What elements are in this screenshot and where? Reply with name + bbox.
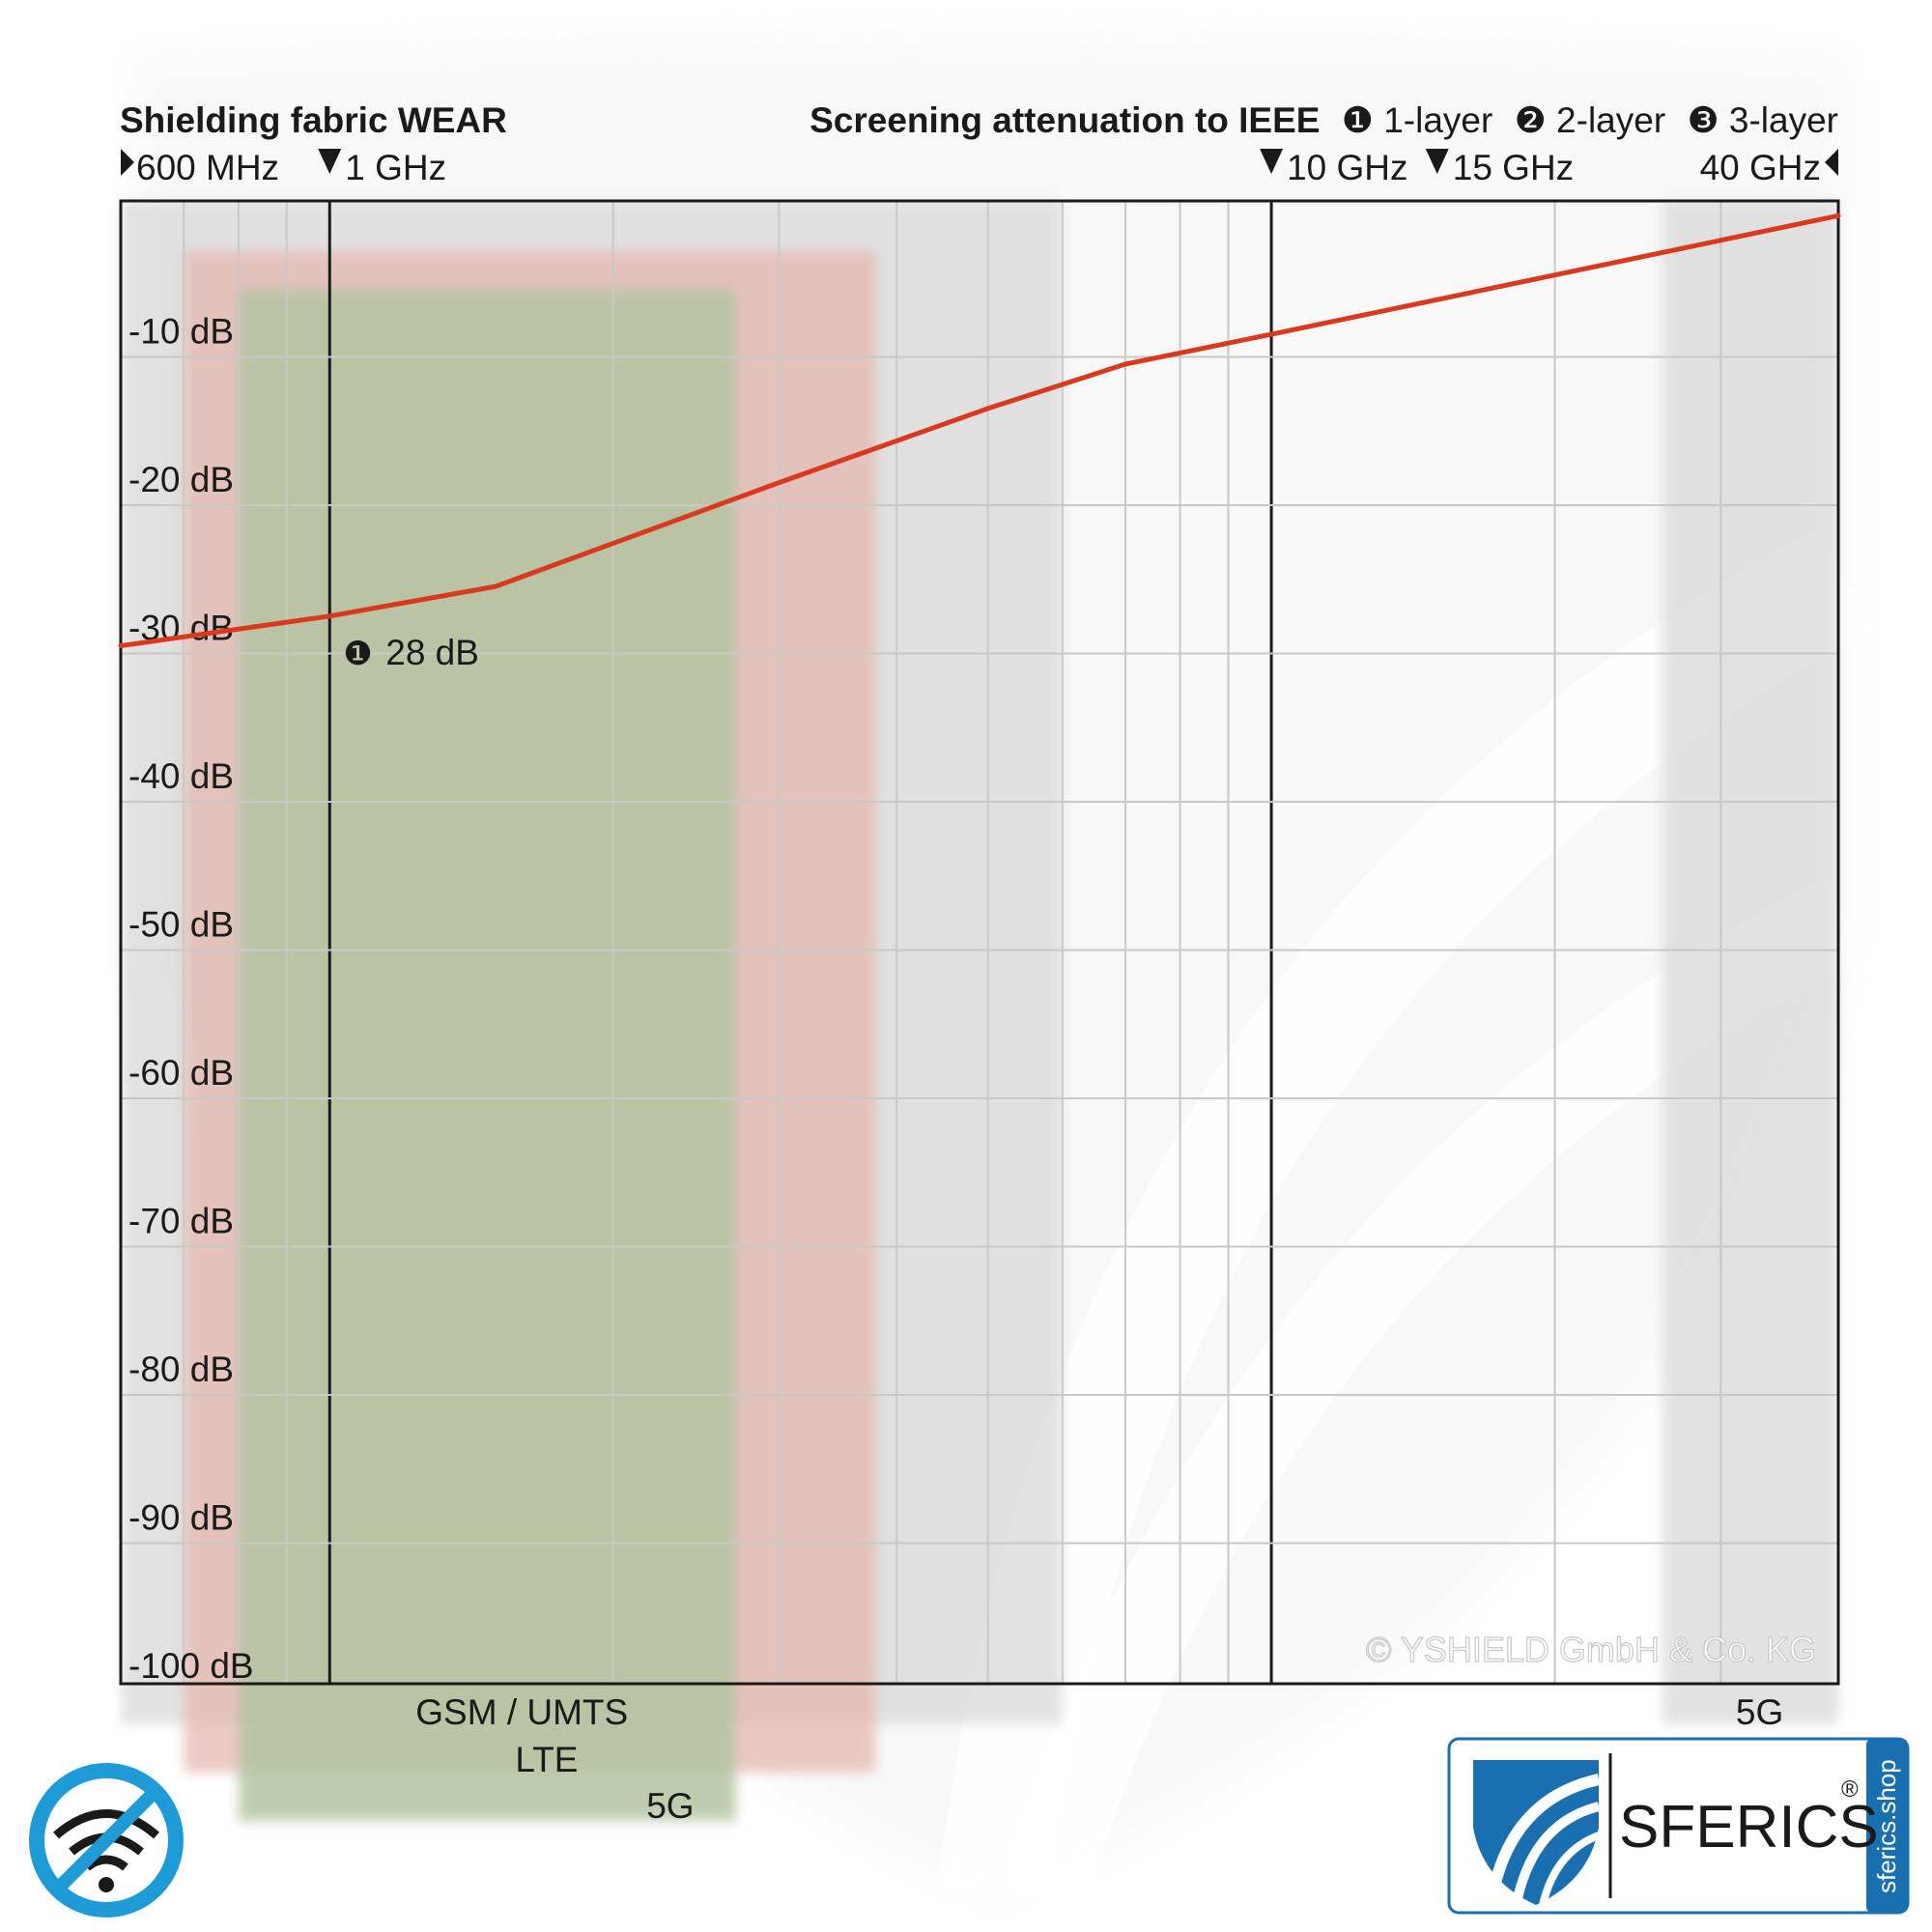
y-tick-label: -80 dB <box>128 1350 234 1389</box>
point-annotation-marker: ❶ <box>343 635 372 673</box>
logo-name: SFERICS <box>1619 1794 1879 1861</box>
freq-marker: 10 GHz <box>1260 148 1408 187</box>
series-layer <box>118 213 1841 648</box>
layer-marker-1: ❶ <box>1342 100 1374 140</box>
triangle-down-icon <box>318 149 342 174</box>
band-3 <box>1662 201 1838 1724</box>
layer-label-1: 1-layer <box>1383 100 1492 140</box>
layer-marker-2: ❷ <box>1515 100 1547 140</box>
y-tick-label: -60 dB <box>128 1053 234 1093</box>
shield-icon <box>1473 1760 1601 1906</box>
layer-marker-3: ❸ <box>1687 100 1719 140</box>
freq-marker: 15 GHz <box>1425 148 1574 187</box>
layer-label-3: 3-layer <box>1729 100 1838 140</box>
band-label: LTE <box>515 1740 578 1779</box>
band-labels: GSM / UMTS LTE 5G 5G <box>415 1692 1783 1826</box>
grid <box>120 201 1838 1684</box>
triangle-left-icon <box>1825 149 1838 176</box>
y-tick-label: -70 dB <box>128 1202 234 1241</box>
freq-marker-label: 10 GHz <box>1287 148 1407 187</box>
logo-registered: ® <box>1841 1776 1859 1803</box>
band-label: 5G <box>1736 1692 1783 1732</box>
plot-frame <box>119 199 1840 1686</box>
y-tick-label: -100 dB <box>128 1646 254 1686</box>
frequency-markers: 600 MHz 1 GHz 10 GHz 15 GHz 40 GHz <box>121 148 1838 187</box>
sferics-logo: SFERICS ® sferics.shop <box>1447 1737 1910 1915</box>
freq-marker-label: 15 GHz <box>1453 148 1574 187</box>
no-wifi-icon <box>29 1763 184 1918</box>
band-0 <box>238 290 736 1821</box>
triangle-right-icon <box>121 149 134 176</box>
y-tick-label: -10 dB <box>128 312 234 352</box>
chart-subtitle: Screening attenuation to IEEE <box>810 100 1320 140</box>
y-tick-label: -50 dB <box>128 905 234 945</box>
series-line-0 <box>118 213 1841 648</box>
copyright: © YSHIELD GmbH & Co. KG <box>1366 1630 1816 1669</box>
y-tick-label: -40 dB <box>128 756 234 796</box>
freq-marker: 40 GHz <box>1700 148 1838 187</box>
freq-marker-label: 600 MHz <box>136 148 279 187</box>
freq-marker-label: 1 GHz <box>345 148 446 187</box>
layer-label-2: 2-layer <box>1556 100 1665 140</box>
band-label: 5G <box>646 1786 694 1826</box>
logo-side-text: sferics.shop <box>1872 1759 1901 1893</box>
freq-marker-label: 40 GHz <box>1700 148 1821 187</box>
freq-marker: 600 MHz <box>121 148 279 187</box>
point-annotation-text: 28 dB <box>385 633 479 672</box>
y-tick-label: -20 dB <box>128 460 234 499</box>
frequency-bands <box>121 201 1838 1821</box>
triangle-down-icon <box>1260 149 1284 174</box>
y-tick-label: -90 dB <box>128 1498 234 1538</box>
band-label: GSM / UMTS <box>415 1692 628 1732</box>
triangle-down-icon <box>1425 149 1449 174</box>
chart-subtitle-line: Screening attenuation to IEEE ❶ 1-layer … <box>810 100 1838 140</box>
point-annotation: ❶ 28 dB <box>343 633 479 673</box>
freq-marker: 1 GHz <box>318 148 446 187</box>
chart-title: Shielding fabric WEAR <box>120 100 507 140</box>
